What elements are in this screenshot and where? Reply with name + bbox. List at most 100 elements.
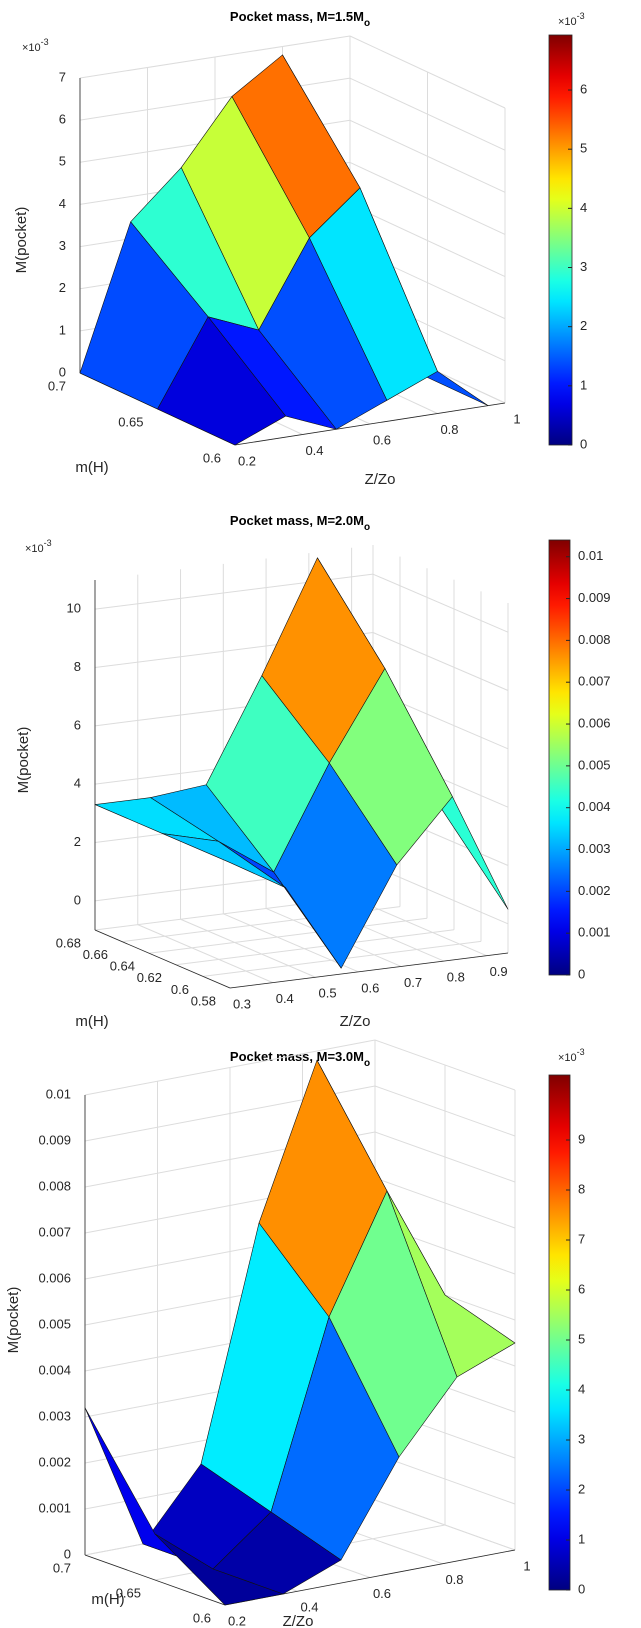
title-text: Pocket mass, M=2.0M (230, 513, 364, 528)
grid-line (372, 632, 509, 691)
x-tick-label: 0.8 (445, 1572, 463, 1587)
x-tick-label: 0.9 (490, 964, 508, 979)
z-axis-label: M(pocket) (5, 1287, 22, 1354)
z-tick-label: 7 (59, 69, 66, 84)
z-tick-label: 0.008 (38, 1178, 71, 1193)
exponent: ×10-3 (558, 11, 585, 28)
grid-line (374, 1039, 516, 1091)
colorbar-tick-label: 0 (580, 436, 587, 451)
x-axis-label: Z/Zo (340, 1013, 371, 1030)
title-text: Pocket mass, M=3.0M (230, 1049, 364, 1064)
colorbar-tick-label: 3 (580, 259, 587, 274)
z-tick-label: 3 (59, 238, 66, 253)
z-axis-label: M(pocket) (13, 207, 30, 274)
grid-line (180, 918, 316, 978)
x-tick-label: 1 (513, 411, 520, 426)
colorbar-tick-label: 8 (578, 1181, 585, 1196)
surface-patch (154, 1533, 284, 1606)
exponent-power: -3 (44, 538, 52, 548)
y-axis-label: m(H) (91, 1591, 124, 1608)
colorbar-tick-label: 2 (580, 318, 587, 333)
grid-line (349, 119, 506, 193)
colorbar-tick-label: 0.006 (578, 715, 611, 730)
y-tick-label: 0.6 (203, 450, 221, 465)
z-tick-label: 6 (74, 717, 81, 732)
colorbar-tick-label: 1 (578, 1531, 585, 1546)
z-tick-label: 10 (67, 601, 81, 616)
colorbar-tick-label: 4 (578, 1381, 585, 1396)
exponent: ×10-3 (25, 538, 52, 555)
grid-line (223, 913, 359, 973)
y-tick-label: 0.66 (83, 947, 108, 962)
colorbar-tick-label: 9 (578, 1131, 585, 1146)
colorbar-tick-label: 0 (578, 1581, 585, 1596)
colorbar-tick-label: 5 (580, 141, 587, 156)
z-tick-label: 2 (74, 834, 81, 849)
x-tick-label: 0.2 (228, 1613, 246, 1628)
z-tick-label: 0.009 (38, 1132, 71, 1147)
z-tick-label: 0 (64, 1546, 71, 1561)
x-axis-label: Z/Zo (283, 1613, 314, 1628)
grid-line (79, 77, 351, 121)
axis-line (229, 952, 509, 989)
colorbar-tick-label: 6 (580, 81, 587, 96)
z-tick-label: 4 (74, 776, 81, 791)
x-tick-label: 0.8 (447, 970, 465, 985)
x-tick-label: 0.7 (404, 975, 422, 990)
exponent-base: ×10 (22, 42, 41, 54)
z-tick-label: 0 (59, 364, 66, 379)
z-axis-label: M(pocket) (15, 727, 32, 794)
colorbar-tick-label: 0.008 (578, 632, 611, 647)
z-tick-label: 0.004 (38, 1362, 71, 1377)
x-tick-label: 0.6 (373, 1586, 391, 1601)
colorbar-tick-label: 0.001 (578, 925, 611, 940)
colorbar-tick-label: 0 (578, 966, 585, 981)
x-tick-label: 0.4 (300, 1600, 318, 1615)
exponent-power: -3 (41, 37, 49, 47)
y-axis-label: m(H) (75, 1013, 108, 1030)
z-tick-label: 0 (74, 892, 81, 907)
z-tick-label: 0.001 (38, 1500, 71, 1515)
chart-title: Pocket mass, M=1.5Mo (230, 9, 370, 28)
axis-line (234, 402, 506, 446)
x-tick-label: 0.6 (361, 980, 379, 995)
colorbar-tick-label: 1 (580, 377, 587, 392)
x-tick-label: 0.4 (305, 443, 323, 458)
grid-line (349, 77, 506, 151)
z-tick-label: 8 (74, 659, 81, 674)
colorbar-tick-label: 2 (578, 1481, 585, 1496)
grid-line (374, 1177, 516, 1229)
y-tick-label: 0.64 (110, 959, 135, 974)
exponent-power: -3 (577, 11, 585, 21)
colorbar-tick-label: 4 (580, 200, 587, 215)
z-tick-label: 5 (59, 154, 66, 169)
colorbar-tick-label: 5 (578, 1331, 585, 1346)
x-tick-label: 0.8 (440, 422, 458, 437)
x-tick-label: 0.3 (233, 996, 251, 1011)
x-tick-label: 1 (523, 1558, 530, 1573)
y-tick-label: 0.62 (137, 970, 162, 985)
colorbar (548, 34, 573, 446)
exponent-base: ×10 (25, 543, 44, 555)
exponent-base: ×10 (558, 16, 577, 28)
z-tick-label: 0.01 (46, 1086, 71, 1101)
grid-line (374, 1499, 516, 1551)
colorbar-tick-label: 0.005 (578, 757, 611, 772)
x-axis-label: Z/Zo (365, 471, 396, 488)
colorbar-tick-label: 0.009 (578, 590, 611, 605)
grid-line (374, 1085, 516, 1137)
z-tick-label: 0.006 (38, 1270, 71, 1285)
colorbar-tick-label: 0.01 (578, 548, 603, 563)
colorbar (548, 539, 571, 976)
y-tick-label: 0.65 (116, 1585, 141, 1600)
x-tick-label: 0.6 (373, 432, 391, 447)
z-tick-label: 2 (59, 280, 66, 295)
z-tick-label: 4 (59, 196, 66, 211)
axis-line (94, 929, 231, 989)
exponent-power: -3 (577, 1047, 585, 1057)
y-tick-label: 0.68 (56, 935, 81, 950)
z-tick-label: 0.003 (38, 1408, 71, 1423)
grid-line (349, 204, 506, 278)
title-subscript: o (364, 1058, 370, 1069)
